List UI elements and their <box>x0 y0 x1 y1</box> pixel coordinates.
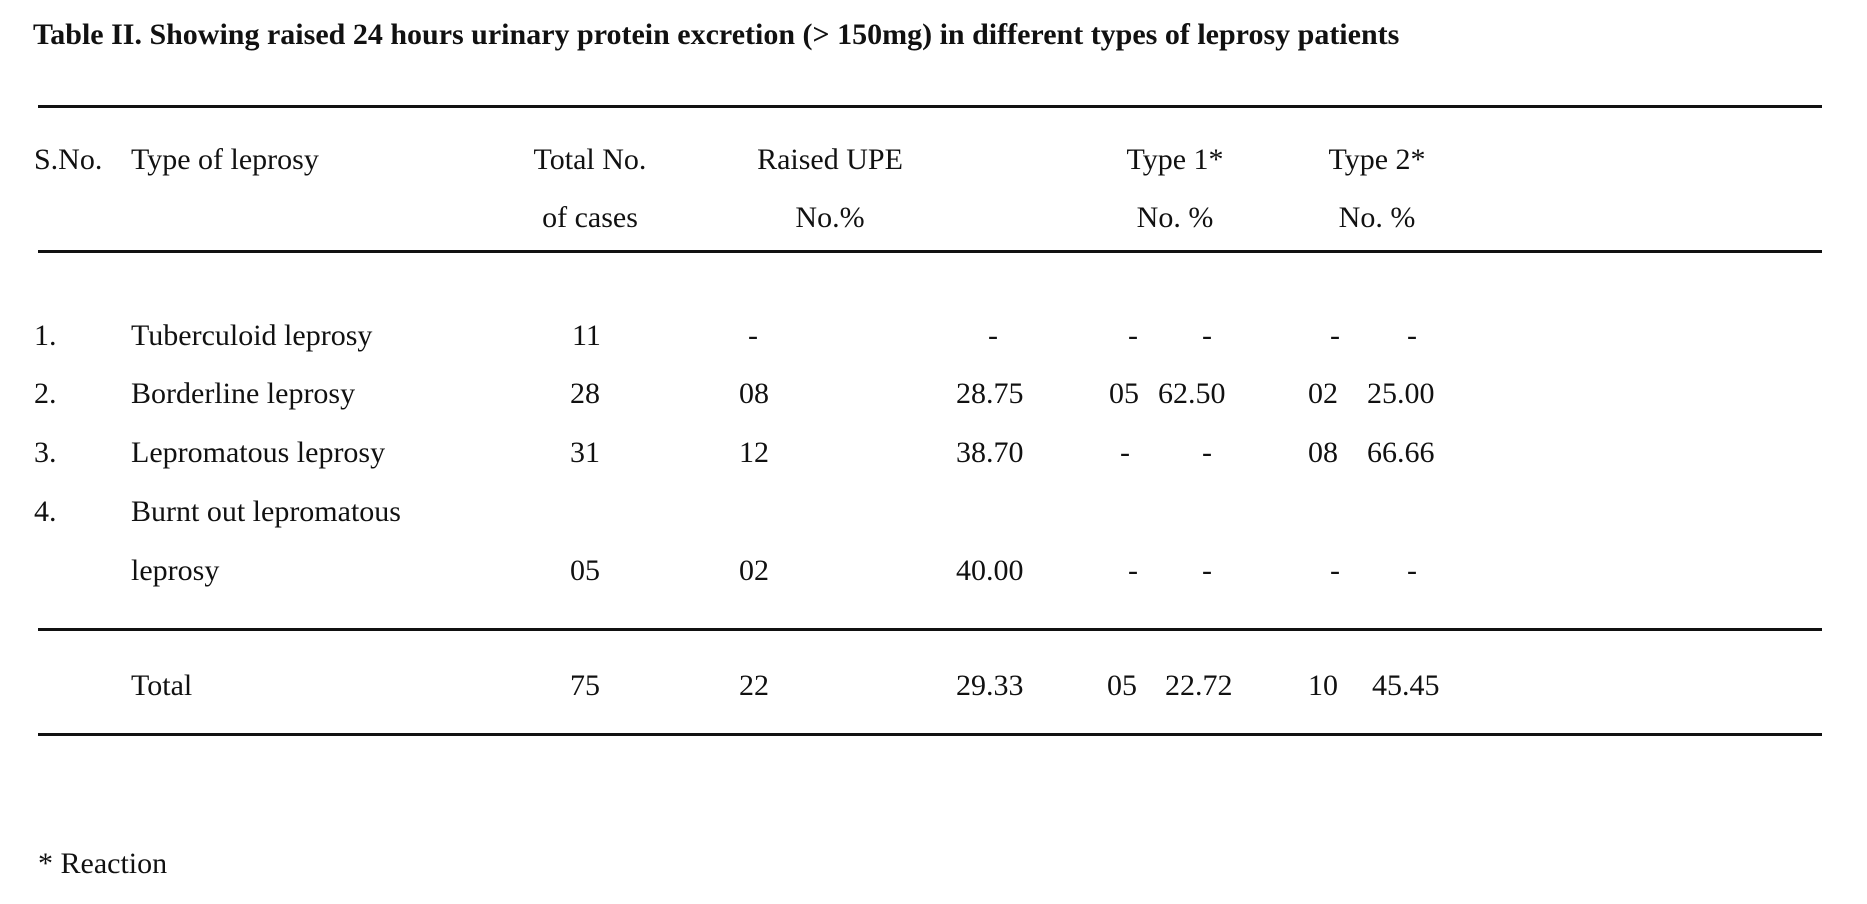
total-type2-no: 10 <box>1308 669 1338 702</box>
table-caption: Table II. Showing raised 24 hours urinar… <box>33 18 1400 51</box>
cell-type2-no: - <box>1330 554 1340 587</box>
cell-upe-no: 02 <box>739 554 769 587</box>
total-upe-no: 22 <box>739 669 769 702</box>
header-sno: S.No. <box>34 143 103 176</box>
total-type1-no: 05 <box>1107 669 1137 702</box>
header-type1-line2: No. % <box>1136 201 1214 234</box>
header-type: Type of leprosy <box>131 143 319 176</box>
cell-sno: 4. <box>34 495 57 528</box>
cell-type: Borderline leprosy <box>131 377 356 410</box>
cell-upe-no: 08 <box>739 377 769 410</box>
cell-upe-pct: - <box>988 319 998 352</box>
cell-upe-no: - <box>748 319 758 352</box>
cell-sno: 3. <box>34 436 57 469</box>
header-type2-line1: Type 2* <box>1328 143 1426 176</box>
cell-type2-pct: 66.66 <box>1367 436 1435 469</box>
cell-upe-pct: 28.75 <box>956 377 1024 410</box>
header-upe-line2: No.% <box>795 201 865 234</box>
cell-type1-pct: - <box>1202 319 1212 352</box>
cell-type2-no: 08 <box>1308 436 1338 469</box>
header-total-line2: of cases <box>542 201 638 234</box>
cell-type2-no: - <box>1330 319 1340 352</box>
header-type1-line1: Type 1* <box>1126 143 1224 176</box>
cell-total: 28 <box>570 377 600 410</box>
cell-type1-no: - <box>1128 319 1138 352</box>
cell-type2-pct: - <box>1407 554 1417 587</box>
cell-type: Lepromatous leprosy <box>131 436 386 469</box>
total-type2-pct: 45.45 <box>1372 669 1440 702</box>
top-rule <box>38 105 1822 108</box>
cell-type2-pct: 25.00 <box>1367 377 1435 410</box>
cell-type1-pct: 62.50 <box>1158 377 1226 410</box>
cell-type: Tuberculoid leprosy <box>131 319 373 352</box>
cell-total: 31 <box>570 436 600 469</box>
header-total-line1: Total No. <box>533 143 647 176</box>
body-rule <box>38 628 1822 631</box>
header-rule <box>38 250 1822 253</box>
cell-total: 05 <box>570 554 600 587</box>
header-upe-line1: Raised UPE <box>757 143 903 176</box>
cell-type1-pct: - <box>1202 436 1212 469</box>
cell-upe-pct: 38.70 <box>956 436 1024 469</box>
cell-upe-no: 12 <box>739 436 769 469</box>
cell-sno: 2. <box>34 377 57 410</box>
header-type2-line2: No. % <box>1338 201 1416 234</box>
cell-upe-pct: 40.00 <box>956 554 1024 587</box>
cell-type1-no: - <box>1128 554 1138 587</box>
total-upe-pct: 29.33 <box>956 669 1024 702</box>
cell-sno: 1. <box>34 319 57 352</box>
total-type1-pct: 22.72 <box>1165 669 1233 702</box>
bottom-rule <box>38 733 1822 736</box>
cell-type1-no: - <box>1120 436 1130 469</box>
cell-type-line1: Burnt out lepromatous <box>131 495 401 528</box>
footnote: * Reaction <box>38 847 168 880</box>
cell-type1-pct: - <box>1202 554 1212 587</box>
cell-type2-pct: - <box>1407 319 1417 352</box>
cell-type1-no: 05 <box>1109 377 1139 410</box>
total-cases: 75 <box>570 669 600 702</box>
cell-type-line2: leprosy <box>131 554 220 587</box>
cell-total: 11 <box>572 319 601 352</box>
cell-type2-no: 02 <box>1308 377 1338 410</box>
total-label: Total <box>131 669 193 702</box>
